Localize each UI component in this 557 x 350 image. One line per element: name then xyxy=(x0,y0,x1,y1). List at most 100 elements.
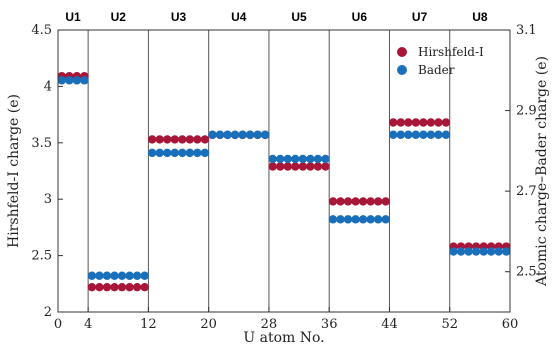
segment-labels: U1 U2 U3 U4 U5 U6 U7 U8 xyxy=(65,10,487,24)
hirshfeld-point xyxy=(163,135,172,144)
bader-point xyxy=(223,130,232,139)
hirshfeld-point xyxy=(185,135,195,144)
hirshfeld-point xyxy=(411,118,421,127)
hirshfeld-point xyxy=(117,282,127,292)
bader-point xyxy=(215,130,225,139)
hirshfeld-point xyxy=(426,118,436,127)
bader-point xyxy=(268,154,277,164)
bader-point xyxy=(253,130,262,139)
hirshfeld-point xyxy=(441,118,451,127)
bader-point xyxy=(366,215,375,224)
legend-label: Bader xyxy=(418,63,455,77)
legend-marker xyxy=(397,65,407,75)
bader-point xyxy=(426,130,436,139)
bader-point xyxy=(283,154,292,164)
bader-point xyxy=(65,76,74,85)
x-tick-label: 4 xyxy=(84,317,92,332)
plot-frame xyxy=(57,29,511,313)
hirshfeld-point xyxy=(291,162,300,171)
bader-point xyxy=(95,271,104,280)
x-tick-label: 52 xyxy=(441,317,458,332)
legend-label: Hirshfeld-I xyxy=(418,45,484,59)
hirshfeld-point xyxy=(336,197,345,206)
bader-point xyxy=(389,130,398,139)
right-y-tick-label: 2.9 xyxy=(516,104,537,119)
hirshfeld-point xyxy=(276,162,285,171)
bader-point xyxy=(238,130,247,139)
legend: Hirshfeld-I Bader xyxy=(397,45,484,77)
hirshfeld-point xyxy=(283,162,292,171)
hirshfeld-point xyxy=(381,197,390,206)
bader-point xyxy=(321,154,330,164)
bader-point xyxy=(291,154,300,164)
right-y-axis-title: Atomic charge–Bader charge (e) xyxy=(534,56,550,287)
hirshfeld-point xyxy=(298,162,308,171)
bader-point xyxy=(125,271,134,280)
hirshfeld-point xyxy=(351,197,360,206)
hirshfeld-point xyxy=(132,282,142,292)
bader-point xyxy=(140,271,149,280)
bader-point xyxy=(193,148,202,158)
bader-point xyxy=(502,247,511,256)
hirshfeld-point xyxy=(140,282,149,292)
segment-label: U6 xyxy=(352,10,368,24)
x-tick-label: 36 xyxy=(321,317,338,332)
legend-marker xyxy=(397,47,407,57)
bader-point xyxy=(117,271,127,280)
hirshfeld-point xyxy=(306,162,315,171)
hirshfeld-point xyxy=(389,118,398,127)
right-y-tick-label: 3.1 xyxy=(516,23,537,38)
hirshfeld-series xyxy=(57,72,511,292)
bader-point xyxy=(208,130,217,139)
segment-label: U7 xyxy=(412,10,428,24)
hirshfeld-point xyxy=(200,135,210,144)
hirshfeld-point xyxy=(404,118,413,127)
bader-point xyxy=(178,148,187,158)
segment-label: U4 xyxy=(231,10,247,24)
hirshfeld-point xyxy=(95,282,104,292)
bader-point xyxy=(328,215,338,224)
bader-point xyxy=(464,247,473,256)
bader-point xyxy=(358,215,368,224)
hirshfeld-point xyxy=(268,162,277,171)
left-y-tick-label: 4.5 xyxy=(31,23,52,38)
bader-point xyxy=(434,130,443,139)
hirshfeld-point xyxy=(328,197,338,206)
bader-point xyxy=(441,130,451,139)
segment-label: U5 xyxy=(291,10,307,24)
bader-point xyxy=(87,271,97,280)
x-tick-label: 28 xyxy=(261,317,278,332)
left-y-tick-label: 3.5 xyxy=(31,136,52,151)
bader-point xyxy=(155,148,164,158)
bader-point xyxy=(381,215,390,224)
bader-point xyxy=(411,130,421,139)
bader-point xyxy=(486,247,496,256)
bader-point xyxy=(170,148,179,158)
bader-point xyxy=(260,130,270,139)
x-axis-ticks: 0 4 12 20 28 36 44 52 60 xyxy=(54,307,518,332)
bader-point xyxy=(404,130,413,139)
hirshfeld-point xyxy=(313,162,323,171)
bader-point xyxy=(80,76,89,85)
bader-point xyxy=(245,130,255,139)
hirshfeld-point xyxy=(419,118,428,127)
bader-point xyxy=(336,215,345,224)
bader-point xyxy=(396,130,405,139)
hirshfeld-point xyxy=(110,282,119,292)
hirshfeld-point xyxy=(170,135,179,144)
bader-point xyxy=(276,154,285,164)
hirshfeld-point xyxy=(358,197,368,206)
hirshfeld-point xyxy=(155,135,164,144)
bader-point xyxy=(313,154,323,164)
left-y-tick-label: 2.5 xyxy=(31,249,52,264)
bader-point xyxy=(306,154,315,164)
bader-point xyxy=(147,148,157,158)
hirshfeld-point xyxy=(147,135,157,144)
left-y-tick-label: 3 xyxy=(44,192,52,207)
bader-point xyxy=(479,247,488,256)
right-y-axis-ticks: 2.5 2.7 2.9 3.1 xyxy=(505,23,537,280)
bader-point xyxy=(230,130,240,139)
left-y-axis-title: Hirshfeld-I charge (e) xyxy=(6,94,22,248)
right-y-tick-label: 2.5 xyxy=(516,265,537,280)
